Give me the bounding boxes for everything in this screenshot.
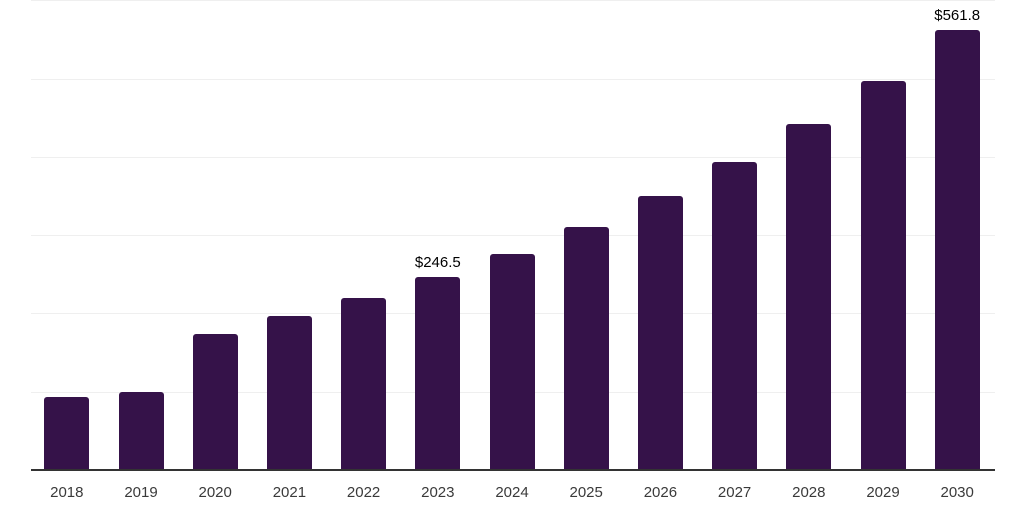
data-label-2030: $561.8: [934, 7, 981, 25]
gridline-500: [31, 79, 995, 80]
gridline-600: [31, 0, 995, 1]
gridline-400: [31, 157, 995, 158]
bar-2023: [415, 277, 461, 470]
bar-2018: [44, 397, 90, 470]
gridline-300: [31, 235, 995, 236]
x-tick-label-2020: 2020: [198, 484, 232, 501]
bar-2026: [637, 196, 683, 470]
bar-2028: [786, 124, 832, 470]
bar-2022: [341, 297, 387, 470]
x-tick-label-2021: 2021: [272, 484, 307, 501]
x-tick-label-2030: 2030: [940, 484, 974, 501]
bar-2019: [118, 391, 164, 470]
x-tick-label-2027: 2027: [717, 484, 752, 501]
bar-2027: [712, 162, 758, 470]
x-tick-label-2023: 2023: [421, 484, 455, 501]
x-tick-label-2019: 2019: [124, 484, 158, 501]
bar-2029: [860, 80, 906, 470]
bar-2030: [934, 30, 980, 470]
bar-2020: [192, 333, 238, 470]
x-axis-line: [31, 469, 995, 471]
bar-2025: [563, 227, 609, 470]
bar-2021: [266, 315, 312, 470]
bar-2024: [489, 253, 535, 470]
x-tick-label-2028: 2028: [792, 484, 826, 501]
data-label-2023: $246.5: [414, 254, 461, 272]
x-tick-label-2024: 2024: [495, 484, 529, 501]
x-tick-label-2029: 2029: [866, 484, 900, 501]
x-tick-label-2025: 2025: [569, 484, 603, 501]
x-tick-label-2022: 2022: [346, 484, 381, 501]
x-tick-label-2018: 2018: [50, 484, 84, 501]
x-tick-label-2026: 2026: [643, 484, 678, 501]
